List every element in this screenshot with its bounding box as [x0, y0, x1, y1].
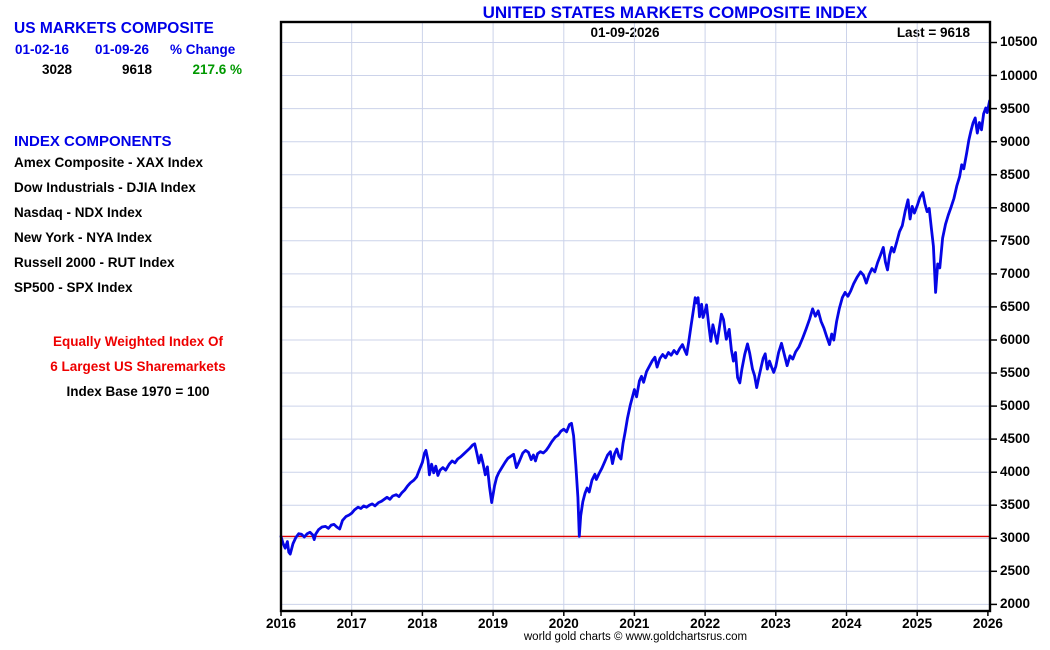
x-tick-label: 2026 — [972, 616, 1003, 631]
x-tick-label: 2024 — [831, 616, 862, 631]
x-tick-label: 2020 — [548, 616, 579, 631]
y-tick-label: 2500 — [1000, 563, 1031, 579]
summary-title: US MARKETS COMPOSITE — [14, 20, 214, 37]
note-index-base: Index Base 1970 = 100 — [66, 384, 210, 399]
chart-title: UNITED STATES MARKETS COMPOSITE INDEX — [482, 3, 868, 22]
footer-credit: world gold charts © www.goldchartsrus.co… — [523, 631, 748, 643]
y-tick-label: 5000 — [1000, 398, 1031, 414]
x-tick-label: 2025 — [902, 616, 933, 631]
price-line — [279, 99, 991, 556]
y-tick-label: 10000 — [1000, 67, 1038, 83]
y-tick-label: 5500 — [1000, 365, 1031, 381]
component-item: Dow Industrials - DJIA Index — [14, 180, 196, 195]
y-tick-label: 4000 — [1000, 464, 1031, 480]
y-tick-label: 8000 — [1000, 199, 1031, 215]
component-item: Nasdaq - NDX Index — [14, 205, 143, 220]
component-item: New York - NYA Index — [14, 230, 153, 245]
component-item: SP500 - SPX Index — [14, 280, 133, 295]
note-weighting-line1: Equally Weighted Index Of — [52, 334, 224, 349]
x-tick-label: 2016 — [265, 616, 297, 631]
summary-end-date: 01-09-26 — [95, 42, 150, 57]
y-tick-label: 3000 — [1000, 530, 1031, 546]
y-tick-label: 7000 — [1000, 265, 1031, 281]
component-item: Russell 2000 - RUT Index — [14, 255, 175, 270]
summary-percent-change: 217.6 % — [192, 62, 242, 77]
last-value-label: Last = 9618 — [896, 25, 970, 40]
y-tick-label: 4500 — [1000, 431, 1031, 447]
y-tick-label: 2000 — [1000, 596, 1031, 612]
summary-start-value: 3028 — [41, 62, 72, 77]
x-tick-label: 2021 — [619, 616, 650, 631]
y-tick-label: 10500 — [1000, 34, 1038, 50]
component-item: Amex Composite - XAX Index — [14, 155, 204, 170]
note-weighting-line2: 6 Largest US Sharemarkets — [50, 359, 226, 374]
y-tick-label: 3500 — [1000, 497, 1031, 513]
components-title: INDEX COMPONENTS — [14, 133, 172, 150]
y-tick-label: 9000 — [1000, 133, 1031, 149]
latest-date-label: 01-09-2026 — [590, 25, 660, 40]
x-tick-label: 2019 — [478, 616, 509, 631]
plot-border — [279, 20, 992, 613]
summary-end-value: 9618 — [121, 62, 152, 77]
summary-start-date: 01-02-16 — [15, 42, 70, 57]
summary-change-header: % Change — [170, 42, 236, 57]
x-tick-label: 2023 — [760, 616, 791, 631]
x-tick-label: 2022 — [690, 616, 721, 631]
y-tick-label: 9500 — [1000, 100, 1031, 116]
x-tick-label: 2017 — [336, 616, 367, 631]
y-tick-label: 6000 — [1000, 331, 1031, 347]
y-tick-label: 6500 — [1000, 298, 1031, 314]
y-tick-label: 8500 — [1000, 166, 1031, 182]
x-tick-label: 2018 — [407, 616, 438, 631]
y-tick-label: 7500 — [1000, 232, 1031, 248]
notes-block: Equally Weighted Index Of 6 Largest US S… — [0, 329, 276, 404]
